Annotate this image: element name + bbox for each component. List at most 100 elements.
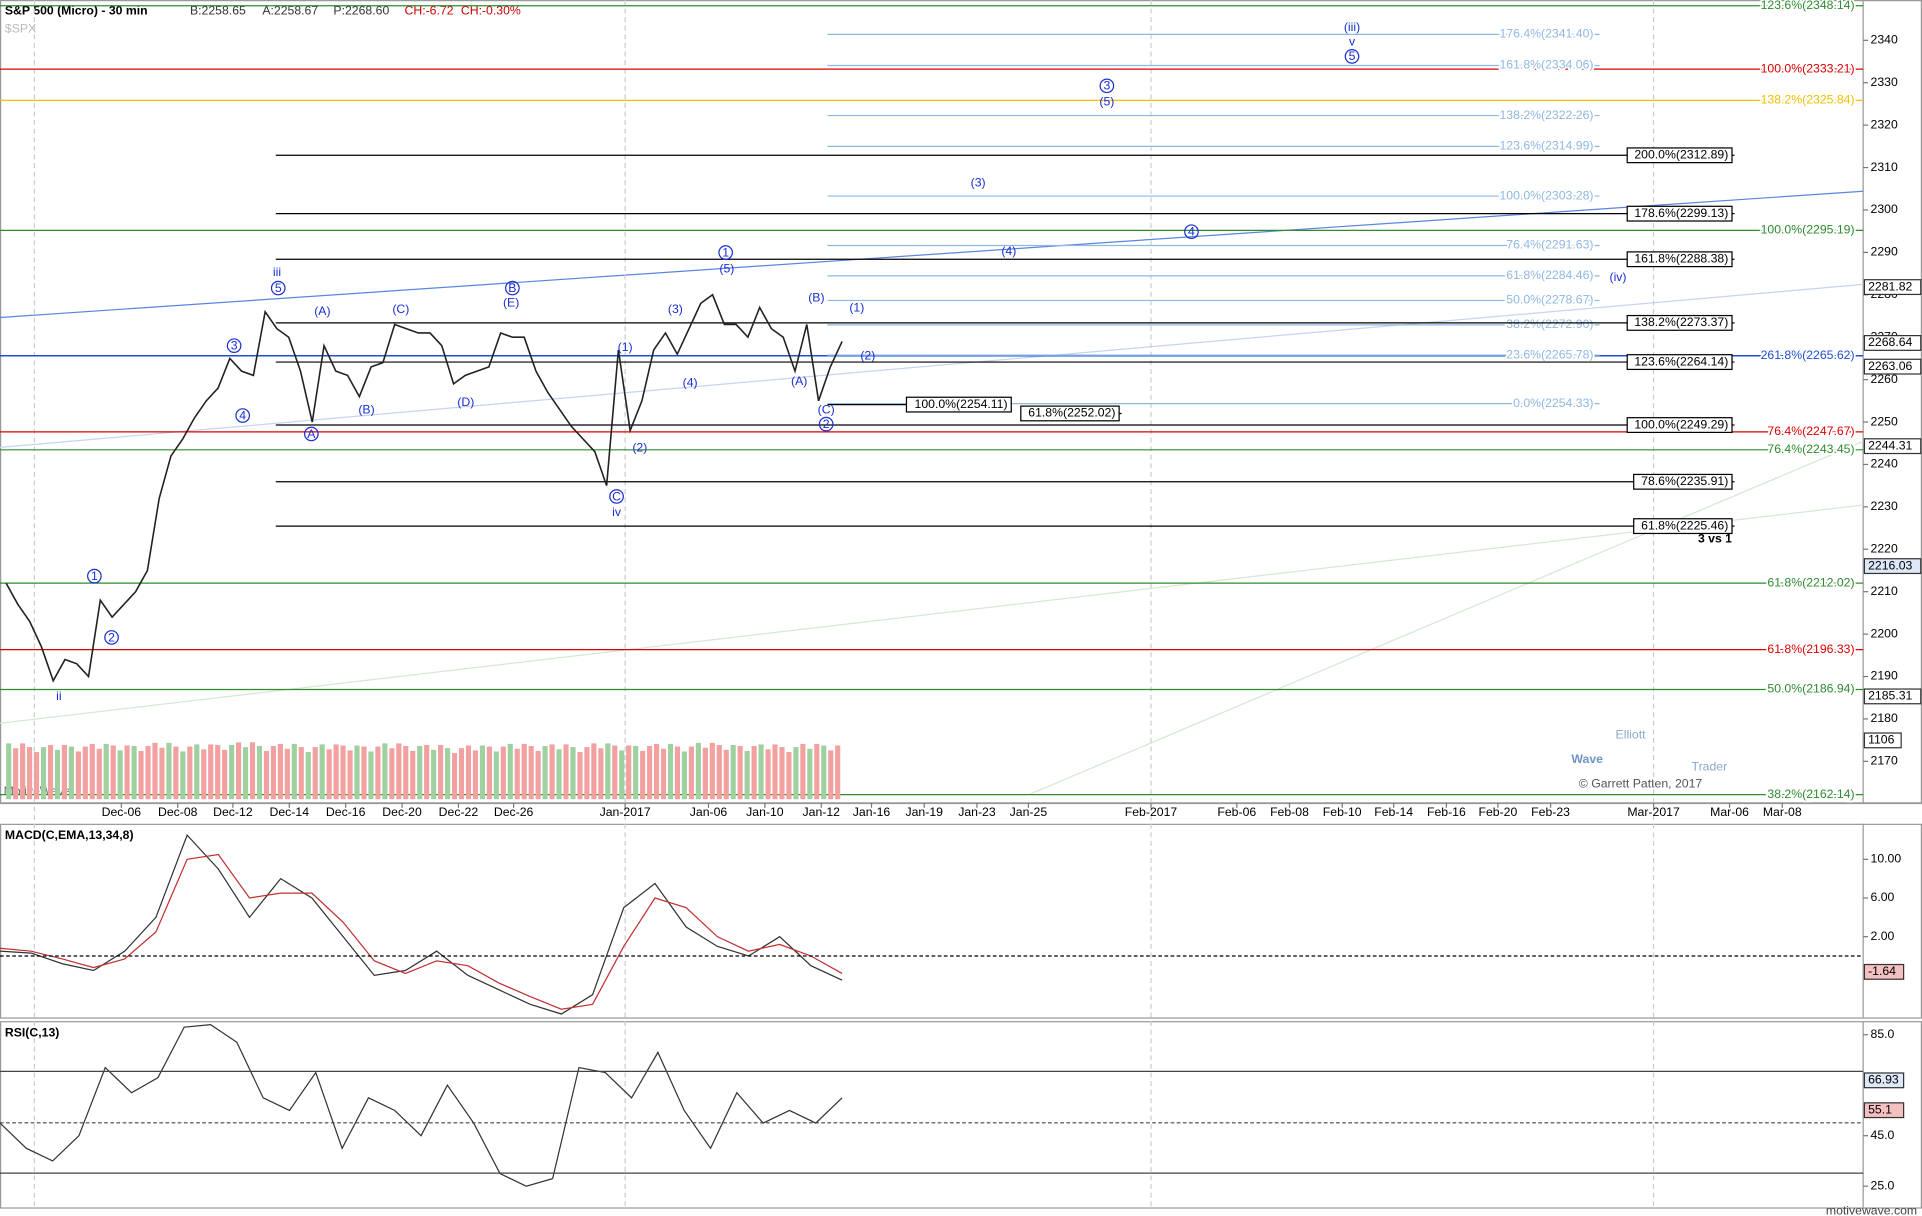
volume-bar — [521, 743, 527, 800]
volume-bar — [236, 742, 242, 800]
volume-bar — [242, 747, 249, 800]
wave-label: ii — [56, 689, 61, 703]
y-tick-label: 2.00 — [1871, 929, 1895, 943]
volume-bar — [542, 746, 548, 800]
level-label: 123.6%(2264.14) — [1634, 354, 1728, 368]
level-label: 61.8%(2212.02) — [1767, 575, 1854, 589]
volume-bar — [305, 751, 311, 800]
volume-bar — [431, 749, 437, 800]
volume-bar — [61, 744, 67, 800]
date-label: Mar-06 — [1710, 805, 1749, 819]
date-label: Feb-16 — [1427, 805, 1466, 819]
logo-wave: Wave — [1571, 752, 1603, 766]
level-label: 178.6%(2299.13) — [1634, 206, 1728, 220]
date-label: Feb-14 — [1374, 805, 1413, 819]
indicator-line — [0, 853, 843, 1010]
date-label: Feb-20 — [1478, 805, 1517, 819]
level-label: 100.0%(2303.28) — [1499, 188, 1593, 202]
volume-bar — [410, 750, 416, 800]
volume-bar — [54, 749, 61, 800]
y-tick-label: 2300 — [1871, 202, 1898, 216]
y-tick-label: 2310 — [1871, 160, 1898, 174]
wave-label: (A) — [791, 374, 807, 388]
volume-bar — [229, 744, 235, 800]
price-tag-label: 2185.31 — [1868, 689, 1912, 703]
volume-bar — [695, 742, 701, 800]
volume-bar — [131, 746, 137, 800]
logo-trader: Trader — [1692, 760, 1728, 774]
date-label: Jan-10 — [746, 805, 784, 819]
level-label: 176.4%(2341.40) — [1499, 27, 1593, 41]
date-label: Mar-08 — [1763, 805, 1802, 819]
wave-label: 1 — [91, 569, 98, 583]
level-label: 61.8%(2252.02) — [1028, 406, 1115, 420]
date-label: Feb-06 — [1217, 805, 1256, 819]
wave-label: (C) — [392, 302, 409, 316]
volume-bar — [688, 746, 694, 800]
level-label: 138.2%(2325.84) — [1761, 93, 1855, 107]
volume-bar — [124, 745, 130, 800]
level-box — [1626, 205, 1733, 222]
volume-bar — [465, 745, 472, 800]
volume-bar — [702, 747, 708, 800]
volume-bar — [375, 746, 381, 800]
level-label: 38.2%(2272.90) — [1506, 317, 1593, 331]
wave-circle — [87, 568, 102, 584]
panel-frame — [0, 1021, 1922, 1209]
panel-frame — [0, 823, 1922, 1019]
volume-bar — [458, 748, 465, 800]
y-tick-label: 2240 — [1871, 457, 1898, 471]
wave-label: 2 — [108, 630, 115, 644]
volume-bar — [612, 745, 618, 800]
price-tag — [1863, 335, 1922, 351]
volume-bar — [438, 744, 444, 800]
volume-bar — [194, 744, 200, 800]
volume-bar — [584, 747, 590, 800]
volume-bar — [277, 743, 283, 800]
wave-label: A — [307, 427, 316, 441]
volume-bar — [772, 744, 778, 800]
wave-label: iii — [273, 265, 281, 279]
y-tick-label: 45.0 — [1871, 1128, 1895, 1142]
wave-label: (2) — [860, 348, 875, 362]
price-tag-label: 2268.64 — [1868, 335, 1912, 349]
panel-title: RSI(C,13) — [5, 1026, 59, 1040]
trendline — [1029, 440, 1864, 795]
level-label: 76.4%(2247.67) — [1767, 424, 1854, 438]
volume-bar — [779, 747, 785, 800]
volume-bar — [626, 745, 632, 800]
volume-bar — [424, 744, 430, 800]
price-tag-label: 2281.82 — [1868, 279, 1912, 293]
level-box — [1626, 251, 1733, 268]
date-label: Dec-12 — [213, 805, 253, 819]
volume-bar — [786, 751, 792, 800]
level-label: 100.0%(2254.11) — [915, 397, 1008, 411]
volume-bar — [619, 750, 625, 800]
volume-bar — [793, 747, 799, 800]
level-label: 76.4%(2291.63) — [1506, 238, 1593, 252]
volume-bar — [765, 749, 771, 800]
volume-bar — [591, 743, 597, 800]
volume-bar — [563, 744, 569, 800]
volume-bar — [249, 742, 256, 800]
level-label: 100.0%(2249.29) — [1634, 417, 1728, 431]
wave-label: 1 — [722, 245, 729, 259]
volume-bar — [451, 753, 458, 800]
date-label: Dec-20 — [382, 805, 422, 819]
y-tick-label: 6.00 — [1871, 890, 1895, 904]
wave-label: (4) — [683, 375, 698, 389]
volume-bar — [730, 744, 736, 800]
date-label: Jan-06 — [690, 805, 728, 819]
level-label: 76.4%(2243.45) — [1767, 442, 1854, 456]
volume-bar — [667, 743, 674, 800]
volume-bar — [173, 746, 179, 800]
level-label: 138.2%(2273.37) — [1634, 315, 1728, 329]
volume-bar — [312, 747, 318, 800]
wave-label: (4) — [1001, 244, 1016, 258]
level-box — [1626, 314, 1733, 331]
level-label: 50.0%(2278.67) — [1506, 293, 1593, 307]
wave-label: (E) — [503, 296, 519, 310]
indicator-line — [0, 833, 843, 1015]
volume-bar — [298, 747, 304, 800]
